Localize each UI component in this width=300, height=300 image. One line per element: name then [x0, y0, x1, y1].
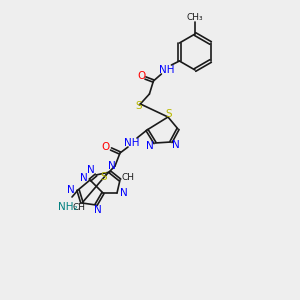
Text: CH₃: CH₃	[187, 13, 203, 22]
Text: N: N	[80, 173, 88, 183]
Text: CH: CH	[122, 173, 134, 182]
Text: N: N	[146, 141, 154, 151]
Text: NH: NH	[159, 65, 174, 75]
Text: S: S	[166, 109, 172, 119]
Text: N: N	[120, 188, 128, 198]
Text: NH₂: NH₂	[58, 202, 78, 212]
Text: N: N	[94, 205, 102, 215]
Text: N: N	[87, 165, 95, 175]
Text: N: N	[108, 161, 116, 171]
Text: O: O	[102, 142, 110, 152]
Text: S: S	[101, 172, 107, 182]
Text: N: N	[172, 140, 180, 150]
Text: CH: CH	[73, 203, 85, 212]
Text: N: N	[67, 185, 75, 195]
Text: S: S	[135, 101, 142, 111]
Text: O: O	[137, 71, 146, 81]
Text: NH: NH	[124, 138, 140, 148]
